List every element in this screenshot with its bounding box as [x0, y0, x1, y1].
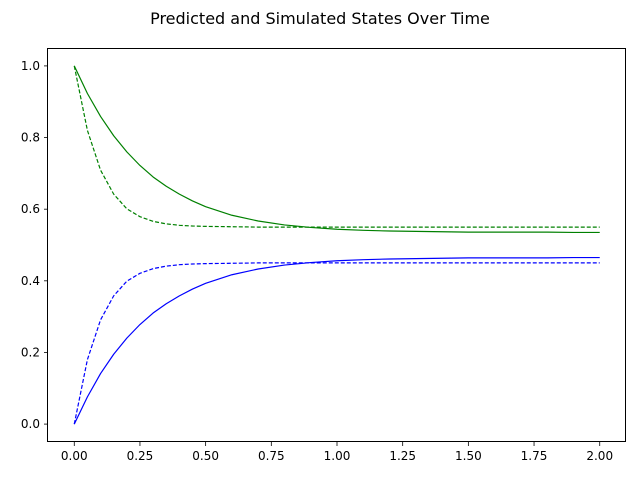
x-tick-label: 2.00 — [586, 449, 613, 463]
y-tick-label: 1.0 — [21, 59, 40, 73]
x-tick-label: 1.00 — [324, 449, 351, 463]
axes-layer: 0.00 0.25 0.50 0.75 1.00 1.25 1.50 1.75 2.00 0.0 0… — [21, 59, 613, 463]
x-tick-label: 0.25 — [127, 449, 154, 463]
chart-title: Predicted and Simulated States Over Time — [150, 9, 490, 28]
series-line-3-dashed — [73, 262, 600, 425]
y-tick-label: 0.4 — [21, 274, 40, 288]
x-tick-label: 0.00 — [61, 449, 88, 463]
x-tick-label: 1.50 — [455, 449, 482, 463]
y-tick-label: 0.6 — [21, 202, 40, 216]
y-tick-label: 0.0 — [21, 417, 40, 431]
y-tick-label: 0.8 — [21, 131, 40, 145]
series-layer — [73, 65, 600, 425]
x-tick-label: 1.75 — [521, 449, 548, 463]
plot-frame — [47, 48, 626, 442]
series-line-2-solid — [73, 256, 600, 425]
series-line-0-solid — [73, 65, 600, 234]
y-tick-label: 0.2 — [21, 345, 40, 359]
series-line-1-dashed — [73, 65, 600, 228]
x-tick-label: 1.25 — [389, 449, 416, 463]
x-tick-label: 0.50 — [192, 449, 219, 463]
x-tick-label: 0.75 — [258, 449, 285, 463]
